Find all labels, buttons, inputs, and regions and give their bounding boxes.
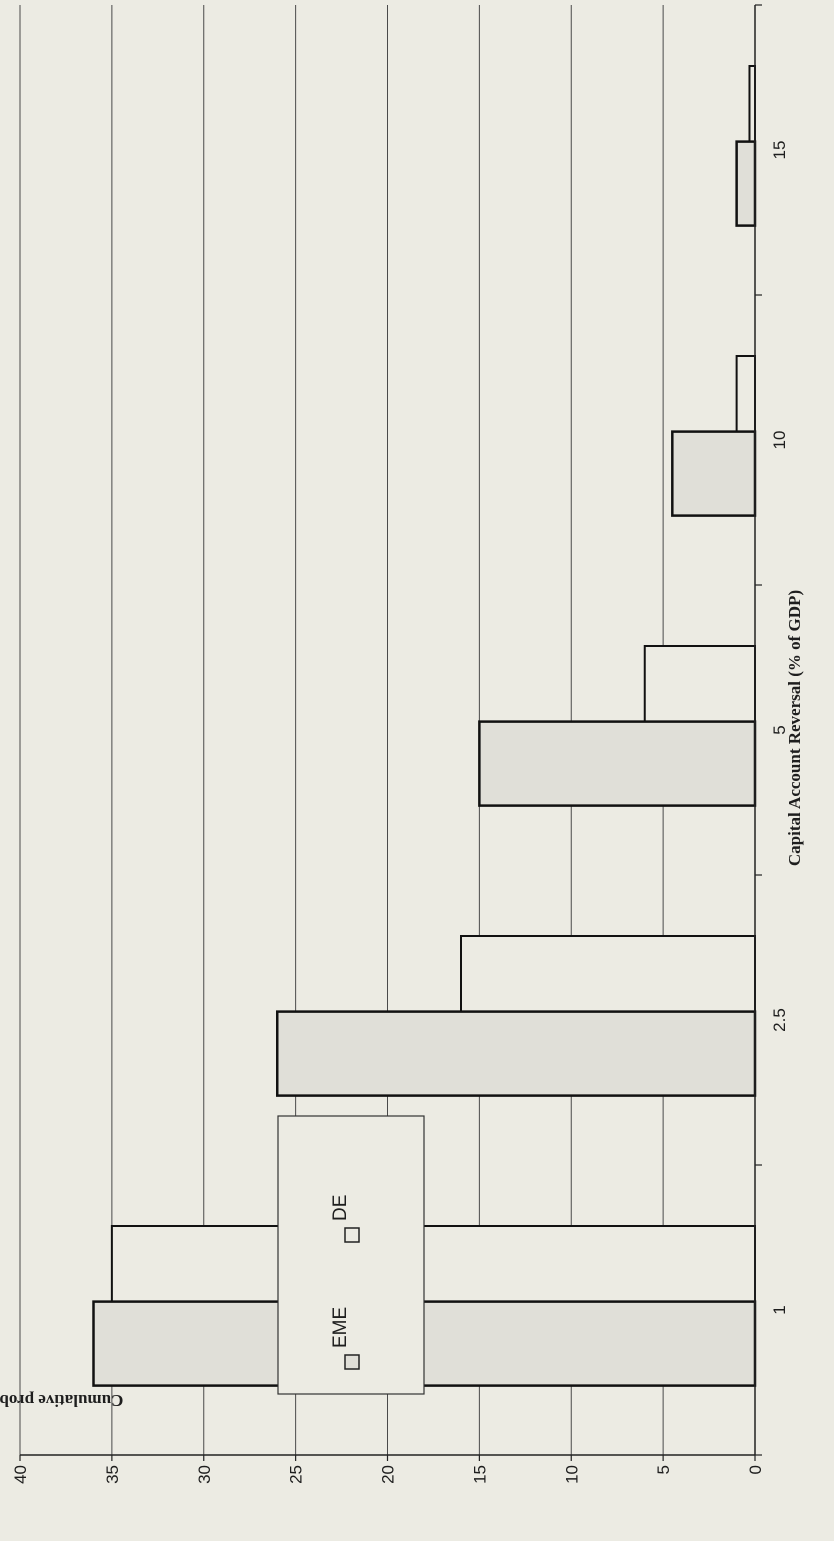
legend-swatch-de: [344, 1227, 360, 1243]
value-tick-label: 15: [470, 1465, 489, 1484]
bar-eme-5: [478, 720, 757, 807]
category-tick-label: 15: [770, 141, 789, 160]
value-tick-label: 40: [11, 1465, 30, 1484]
value-tick-label: 35: [103, 1465, 122, 1484]
bar-de-15: [748, 65, 756, 151]
grid-lines: [19, 5, 756, 1455]
axes: [19, 4, 762, 1461]
bar-eme-2.5: [276, 1010, 757, 1097]
value-tick-label: 10: [562, 1465, 581, 1484]
value-tick-label: 5: [654, 1465, 673, 1474]
legend: EME DE: [277, 1115, 425, 1395]
category-tick-label: 5: [770, 725, 789, 734]
value-tick-label: 0: [746, 1465, 765, 1474]
bar-de-1: [110, 1225, 756, 1311]
bar-eme-10: [671, 430, 757, 517]
value-tick-label: 20: [379, 1465, 398, 1484]
bar-de-10: [735, 355, 756, 441]
legend-label-eme: EME: [330, 1307, 351, 1348]
bar-de-2.5: [460, 935, 756, 1021]
value-tick-label: 25: [287, 1465, 306, 1484]
bar-eme-15: [735, 140, 757, 227]
category-tick-label: 2.5: [770, 1008, 789, 1032]
x-axis-title: Capital Account Reversal (% of GDP): [785, 590, 804, 866]
category-tick-label: 1: [770, 1305, 789, 1314]
legend-box: [277, 1115, 425, 1395]
value-tick-label: 30: [195, 1465, 214, 1484]
legend-label-de: DE: [330, 1195, 351, 1221]
tick-labels: 1 2.5 5 10 15 0 5 10 15 20 25 30 35 40: [11, 141, 789, 1484]
legend-swatch-eme: [344, 1354, 360, 1370]
category-tick-label: 10: [770, 431, 789, 450]
y-axis-title: Cumulative probability (%): [0, 1391, 123, 1410]
bar-de-5: [643, 645, 756, 731]
